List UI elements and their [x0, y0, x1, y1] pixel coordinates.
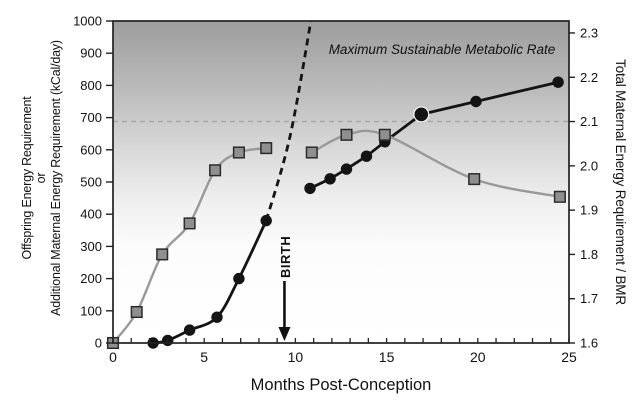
- projected-gestation-energy-dashed-line: [264, 20, 313, 221]
- star-icon: ★: [417, 110, 426, 121]
- yright-tick-label: 1.6: [580, 336, 598, 351]
- yleft-tick-label: 0: [95, 336, 102, 351]
- offspring-energy-postbirth-point: [304, 182, 316, 195]
- yleft-tick-label: 800: [80, 78, 102, 93]
- offspring-energy-prebirth-point: [183, 324, 196, 336]
- max-sustainable-metabolic-rate-label: Maximum Sustainable Metabolic Rate: [329, 42, 556, 57]
- yleft-tick-label: 200: [80, 271, 102, 286]
- maternal-energy-bmr-postbirth-point: [553, 190, 566, 203]
- yleft-tick-label: 700: [80, 110, 102, 125]
- offspring-energy-prebirth-point: [211, 311, 223, 323]
- offspring-energy-postbirth-point: [340, 163, 353, 175]
- birth-arrow-head: [278, 327, 291, 341]
- yleft-tick-label: 500: [80, 175, 102, 190]
- offspring-energy-postbirth-point: [324, 173, 336, 185]
- left-axis-title-line2: or: [34, 173, 48, 184]
- maternal-energy-bmr-postbirth-line: [311, 129, 561, 198]
- maternal-energy-bmr-prebirth-point: [130, 305, 143, 319]
- yleft-tick-label: 900: [80, 46, 102, 61]
- x-tick-label: 15: [379, 349, 395, 365]
- maternal-energy-bmr-postbirth-point: [468, 173, 481, 186]
- maternal-energy-bmr-postbirth-point: [378, 128, 391, 141]
- left-axis-title-line3: Additional Maternal Energy Requirement (…: [49, 40, 63, 316]
- x-tick-label: 25: [561, 349, 577, 365]
- x-tick-label: 20: [470, 349, 486, 365]
- maternal-energy-bmr-prebirth-point: [183, 217, 196, 230]
- maternal-energy-bmr-prebirth-point: [209, 164, 222, 177]
- tick-labels-layer: 0 5 10 15 20 25 0 100 200 300 400 500 600 700 800 900 10…: [73, 14, 598, 366]
- yright-tick-label: 1.7: [580, 291, 598, 306]
- birth-annotation-layer: [278, 281, 291, 341]
- right-axis-title: Total Maternal Energy Requirement / BMR: [613, 59, 628, 305]
- x-tick-label: 10: [288, 349, 304, 365]
- yleft-tick-label: 300: [80, 239, 102, 254]
- yright-tick-label: 2.3: [580, 25, 598, 40]
- yleft-tick-label: 600: [80, 142, 102, 157]
- maternal-energy-bmr-prebirth-point: [156, 248, 169, 261]
- yleft-tick-label: 100: [80, 303, 102, 318]
- maternal-energy-bmr-prebirth-point: [260, 142, 273, 155]
- left-axis-title-line1: Offspring Energy Requirement: [20, 96, 34, 260]
- max-sustainable-band: [113, 21, 569, 343]
- crossover-star-marker: ★: [413, 106, 430, 123]
- birth-label: BIRTH: [278, 236, 293, 278]
- tick-marks-layer: [106, 20, 575, 344]
- x-tick-label: 5: [200, 349, 208, 365]
- yleft-tick-label: 1000: [73, 14, 102, 29]
- maternal-energy-bmr-postbirth-point: [305, 146, 318, 159]
- yleft-tick-label: 400: [80, 207, 102, 222]
- offspring-energy-postbirth-point: [470, 95, 482, 108]
- yright-tick-label: 2.2: [580, 70, 598, 85]
- yright-tick-label: 2.0: [580, 158, 598, 173]
- yright-tick-label: 2.1: [580, 114, 598, 129]
- offspring-energy-prebirth-point: [233, 272, 245, 285]
- x-tick-label: 0: [109, 349, 117, 365]
- maternal-energy-bmr-prebirth-point: [232, 146, 245, 159]
- yright-tick-label: 1.9: [580, 203, 598, 218]
- offspring-energy-postbirth-point: [552, 76, 564, 88]
- star-marker-disc: [413, 106, 430, 123]
- x-axis-title: Months Post-Conception: [251, 376, 432, 394]
- maternal-energy-bmr-postbirth-point: [340, 128, 353, 141]
- yright-tick-label: 1.8: [580, 247, 598, 262]
- offspring-energy-postbirth-point: [360, 150, 373, 162]
